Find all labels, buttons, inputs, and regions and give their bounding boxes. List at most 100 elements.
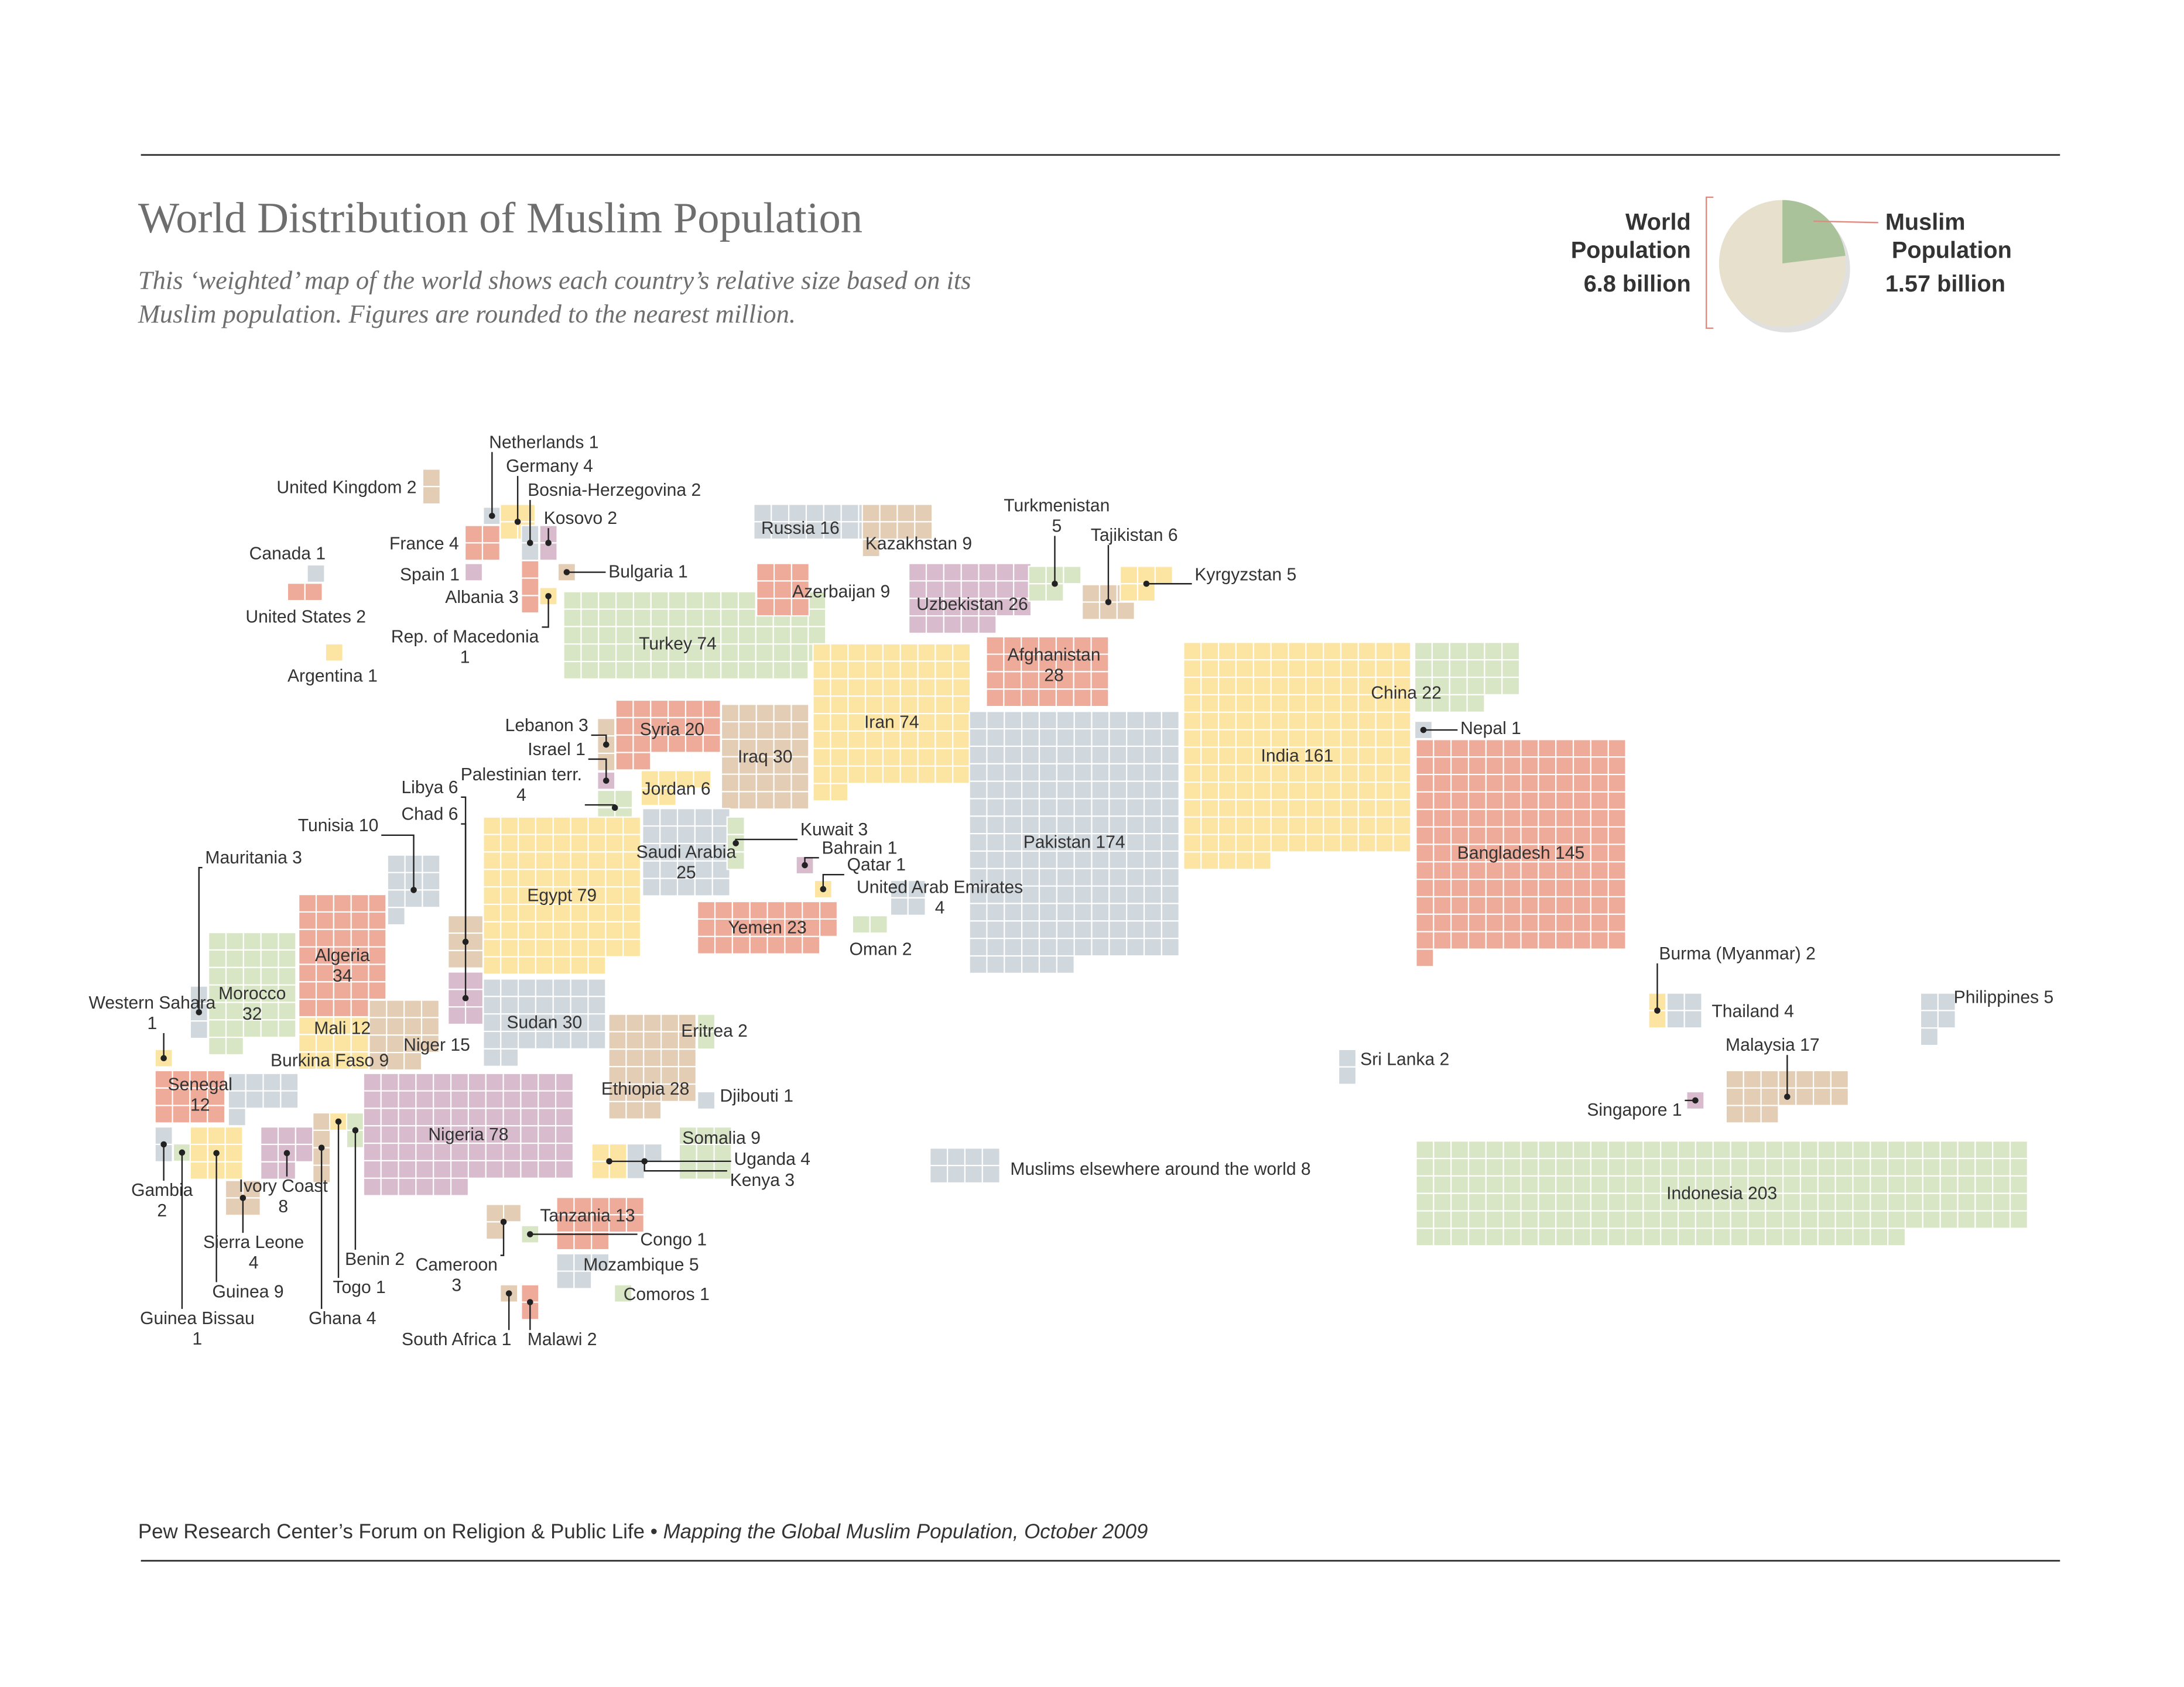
country-cell [907,897,926,916]
country-cell [1038,885,1057,904]
country-cell [189,1126,208,1146]
country-cell [1056,850,1075,869]
country-cell [1782,1210,1802,1229]
country-name: Netherlands [489,433,584,452]
country-cell [260,966,279,986]
country-cell [1520,861,1539,880]
country-cell [398,1143,417,1162]
country-cell [899,695,919,715]
country-cell [643,1013,662,1033]
country-cell [1467,739,1487,758]
country-cell [605,816,624,835]
country-cell [1004,763,1023,782]
country-value: 4 [444,534,459,554]
country-name: Sudan [506,1013,557,1033]
country-cell [1183,676,1202,695]
country-cell [714,901,733,920]
country-cell [615,608,635,628]
country-cell [1590,1157,1609,1177]
country-cell [1375,642,1394,661]
country-label: Nepal 1 [1460,719,1521,738]
country-cell [1073,745,1093,764]
country-cell [1502,756,1522,776]
country-cell [262,1072,282,1092]
country-cell [450,1125,469,1144]
country-cell [1887,1140,1906,1160]
country-cell [262,1090,282,1109]
country-cell [847,643,867,662]
country-cell [1004,745,1023,764]
country-cell [1108,780,1128,800]
country-cell [1799,1175,1819,1194]
country-cell [882,765,901,784]
country-label: Ghana 4 [309,1309,376,1328]
country-label: Rep. of Macedonia 1 [391,627,539,667]
country-cell [1375,711,1394,731]
country-cell [650,608,669,628]
leader-dot [606,1158,612,1165]
country-cell [1538,879,1557,898]
country-cell [368,911,387,930]
country-cell [1590,756,1609,776]
country-value: 4 [935,899,945,918]
country-cell [1957,1210,1976,1229]
country-cell [1660,1157,1679,1177]
country-value: 5 [1282,565,1296,584]
country-cell [502,1143,522,1162]
country-cell [368,981,387,1000]
country-label: Sudan 30 [506,1013,582,1033]
country-cell [1126,711,1145,730]
country-cell [1235,851,1254,870]
country-cell [598,626,617,645]
country-cell [1038,903,1057,922]
country-cell [1288,764,1307,783]
country-cell [772,626,792,645]
country-label: Tajikistan 6 [1091,526,1178,545]
country-cell [1555,879,1574,898]
country-cell [1957,1192,1976,1212]
country-cell [756,563,775,582]
country-cell [535,834,554,853]
country-cell [702,734,721,753]
country-name: Muslims elsewhere around the world [1010,1160,1296,1179]
country-cell [697,935,716,955]
country-cell [737,643,756,663]
country-cell [879,503,898,523]
country-cell [350,928,369,948]
country-value: 16 [815,519,840,538]
country-cell [1218,729,1237,748]
country-cell [333,928,352,948]
country-cell [830,713,849,732]
country-cell [518,921,537,940]
country-cell [1340,694,1359,713]
leader-dot [514,519,521,525]
country-cell [1485,756,1504,776]
country-name: Libya [401,778,443,797]
country-cell [749,935,768,955]
country-cell [968,780,988,800]
country-cell [677,1031,697,1050]
country-cell [1450,1227,1470,1247]
country-cell [659,877,679,897]
country-cell [1392,834,1412,853]
country-cell [960,563,980,582]
country-cell [315,946,334,965]
leader-dot [641,1158,648,1165]
country-cell [538,1072,557,1092]
country-cell [711,877,731,897]
country-cell [659,825,679,845]
country-cell [2009,1210,2028,1229]
country-cell [1375,798,1394,818]
country-cell [1415,1210,1435,1229]
country-cell [625,1048,645,1068]
country-cell [1305,694,1324,713]
country-cell [1305,764,1324,783]
country-cell [1038,763,1057,782]
leader-dot [603,741,610,748]
country-cell [1056,763,1075,782]
country-cell [1108,885,1128,904]
country-cell [995,563,1015,582]
country-label: United Arab Emirates 4 [857,878,1023,918]
country-cell [659,860,679,879]
country-cell [622,903,642,923]
